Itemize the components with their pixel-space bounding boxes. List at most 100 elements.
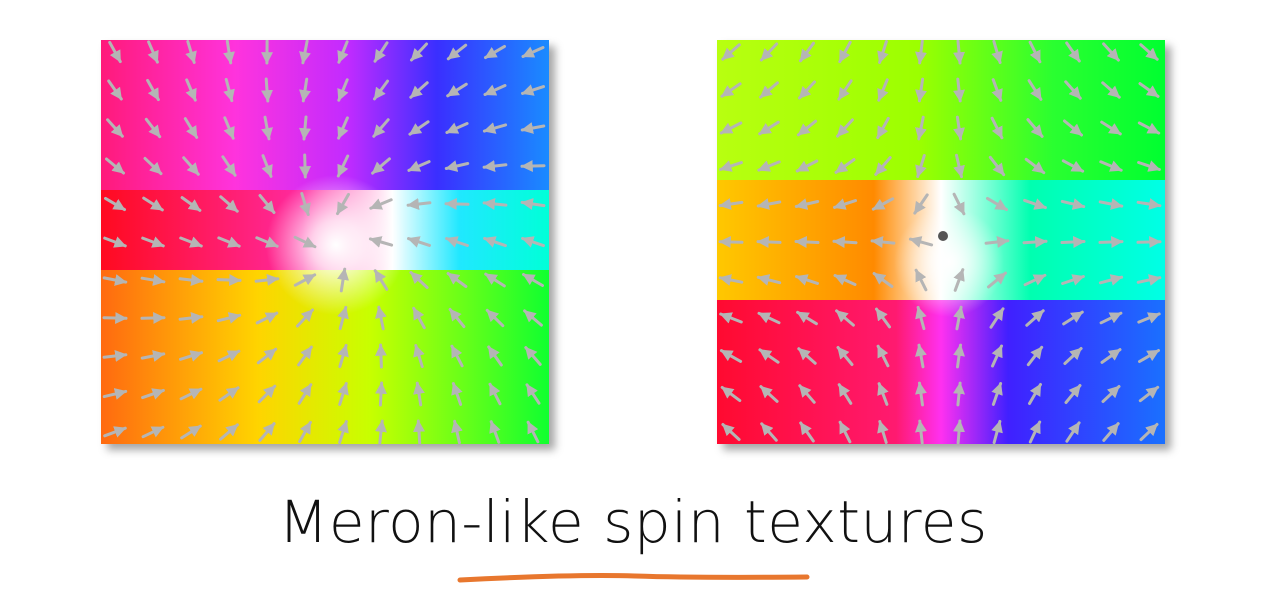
spin-arrow <box>485 308 505 328</box>
spin-arrow <box>1138 82 1160 98</box>
spin-arrow <box>143 156 163 176</box>
spin-arrow <box>796 310 818 326</box>
spin-arrow <box>835 309 855 327</box>
spin-arrow <box>721 43 741 61</box>
spin-arrow <box>218 386 240 402</box>
spin-arrow <box>1023 273 1047 287</box>
spin-arrow <box>337 116 349 140</box>
spin-arrow <box>874 156 892 176</box>
spin-arrow <box>833 198 857 210</box>
spin-arrow <box>299 192 311 216</box>
spin-arrow <box>102 350 128 362</box>
spin-arrow <box>178 312 204 324</box>
spin-arrow <box>757 311 781 325</box>
spin-arrow <box>489 420 501 444</box>
spin-arrow <box>1063 347 1083 365</box>
spin-arrow <box>482 198 508 210</box>
spin-arrow <box>870 236 896 248</box>
spin-arrow <box>178 274 204 286</box>
spin-arrow <box>833 274 857 286</box>
left-spin-texture-panel <box>101 40 549 444</box>
spin-arrow <box>407 236 431 248</box>
spin-arrow <box>413 381 425 407</box>
spin-arrow <box>102 274 128 286</box>
spin-arrow <box>915 419 927 444</box>
spin-arrow <box>524 346 542 366</box>
spin-arrow <box>837 79 853 101</box>
spin-arrow <box>413 344 425 368</box>
spin-arrow <box>483 84 507 96</box>
spin-arrow <box>991 344 1003 368</box>
spin-arrow <box>146 78 160 102</box>
spin-arrow <box>719 160 743 172</box>
spin-arrow <box>299 77 311 103</box>
spin-arrow <box>1136 274 1162 286</box>
spin-arrow <box>1102 42 1120 62</box>
spin-arrow <box>798 80 816 100</box>
spin-arrow <box>720 82 742 98</box>
spin-arrow <box>915 154 927 178</box>
spin-arrow <box>216 274 242 287</box>
spin-arrow <box>368 236 394 248</box>
spin-arrow <box>877 382 889 406</box>
spin-arrow <box>482 122 508 134</box>
spin-arrow <box>373 41 389 63</box>
spin-arrow <box>182 156 200 176</box>
spin-arrow <box>450 344 464 368</box>
spin-arrow <box>140 311 166 324</box>
spin-arrow <box>1099 311 1123 325</box>
spin-arrow <box>1101 81 1121 99</box>
spin-arrow <box>180 196 202 212</box>
spin-arrow <box>299 153 312 179</box>
spin-arrow <box>445 122 469 134</box>
spin-arrow <box>1023 198 1047 210</box>
spin-arrow <box>990 116 1004 140</box>
caption-underline <box>457 573 810 583</box>
spin-arrow <box>293 235 317 249</box>
spin-arrow <box>1098 198 1124 210</box>
spin-arrow <box>299 40 311 65</box>
spin-arrow <box>483 236 507 248</box>
spin-arrow <box>797 347 817 365</box>
spin-arrow <box>487 345 503 367</box>
spin-arrow <box>1136 198 1162 210</box>
spin-arrow <box>991 419 1003 444</box>
spin-arrow <box>718 274 744 286</box>
spin-arrow <box>520 198 546 210</box>
spin-arrow <box>1098 235 1124 248</box>
spin-arrow <box>373 269 389 291</box>
spin-arrow <box>372 118 390 138</box>
spin-arrow <box>337 382 349 406</box>
spin-arrow <box>1065 421 1081 443</box>
spin-arrow <box>216 312 242 324</box>
spin-arrow <box>794 198 820 210</box>
spin-arrow <box>297 345 313 367</box>
spin-arrow <box>488 382 502 406</box>
spin-arrow <box>718 198 744 210</box>
spin-arrow <box>796 119 818 137</box>
spin-arrow <box>446 272 468 288</box>
spin-arrow <box>144 117 162 139</box>
spin-arrow <box>255 236 279 248</box>
spin-arrow <box>1060 198 1086 210</box>
spin-arrow <box>521 46 545 58</box>
spin-arrow <box>953 268 965 292</box>
spin-arrow <box>720 385 742 403</box>
spin-arrow <box>759 42 779 62</box>
spin-arrow <box>795 274 819 286</box>
spin-arrow <box>1098 274 1124 286</box>
spin-arrow <box>185 40 197 64</box>
spin-arrow <box>1136 235 1162 248</box>
spin-arrow <box>217 236 241 248</box>
spin-arrow <box>180 424 202 440</box>
spin-arrow <box>1022 235 1048 248</box>
spin-arrow <box>223 77 235 103</box>
spin-arrow <box>375 419 387 444</box>
spin-arrow <box>1061 274 1085 286</box>
spin-arrow <box>374 343 387 369</box>
spin-arrow <box>877 40 889 64</box>
spin-arrow <box>102 312 128 325</box>
spin-arrow <box>1138 349 1160 363</box>
spin-arrow <box>1139 422 1159 442</box>
spin-arrow <box>953 419 965 444</box>
